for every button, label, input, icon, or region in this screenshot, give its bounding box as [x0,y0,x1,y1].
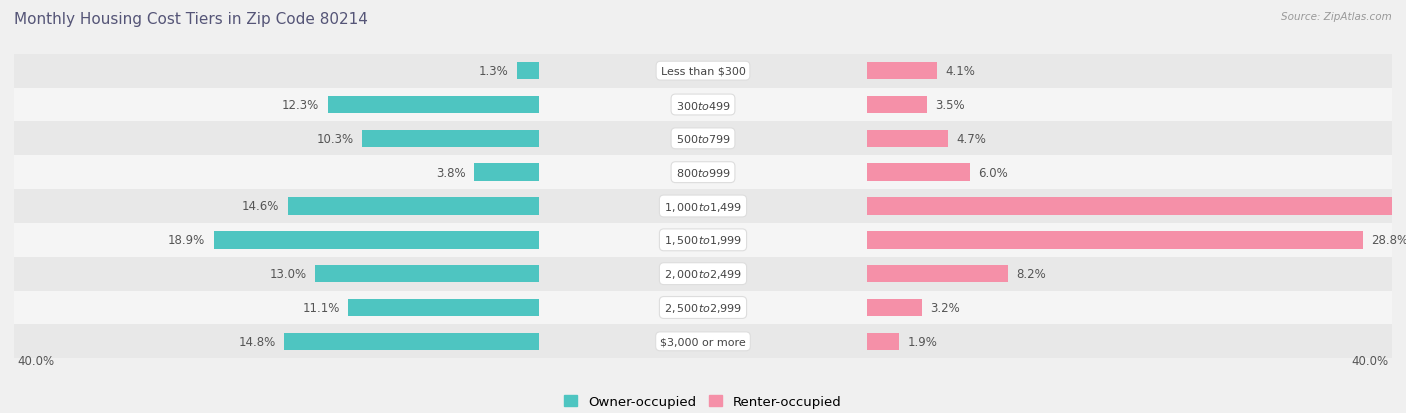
Bar [14,325,1392,358]
Text: 8.2%: 8.2% [1017,268,1046,280]
Text: 6.0%: 6.0% [979,166,1008,179]
Bar [866,130,948,148]
Bar [214,231,540,249]
Bar [14,156,1392,190]
Text: $500 to $799: $500 to $799 [675,133,731,145]
Text: 12.3%: 12.3% [281,99,319,112]
Bar [866,63,938,80]
Bar [14,190,1392,223]
Bar [866,164,970,182]
Text: 4.7%: 4.7% [956,133,986,145]
Bar [14,55,1392,88]
Text: $3,000 or more: $3,000 or more [661,337,745,347]
Bar [517,63,540,80]
Bar [315,265,540,283]
Text: 3.5%: 3.5% [935,99,965,112]
Text: $800 to $999: $800 to $999 [675,167,731,179]
Bar [866,97,927,114]
Text: $2,500 to $2,999: $2,500 to $2,999 [664,301,742,314]
Text: 4.1%: 4.1% [946,65,976,78]
Bar [328,97,540,114]
Text: 40.0%: 40.0% [17,355,55,368]
Bar [866,333,900,350]
Text: $1,500 to $1,999: $1,500 to $1,999 [664,234,742,247]
Bar [14,88,1392,122]
Text: 3.2%: 3.2% [931,301,960,314]
Bar [14,257,1392,291]
Text: $1,000 to $1,499: $1,000 to $1,499 [664,200,742,213]
Legend: Owner-occupied, Renter-occupied: Owner-occupied, Renter-occupied [560,390,846,413]
Text: Less than $300: Less than $300 [661,66,745,76]
Text: Source: ZipAtlas.com: Source: ZipAtlas.com [1281,12,1392,22]
Bar [866,299,922,316]
Text: 14.8%: 14.8% [239,335,276,348]
Text: 14.6%: 14.6% [242,200,280,213]
Bar [361,130,540,148]
Text: 1.9%: 1.9% [908,335,938,348]
Text: 18.9%: 18.9% [167,234,205,247]
Text: 11.1%: 11.1% [302,301,340,314]
Bar [14,291,1392,325]
Text: 10.3%: 10.3% [316,133,353,145]
Text: 28.8%: 28.8% [1371,234,1406,247]
Bar [866,231,1362,249]
Text: $2,000 to $2,499: $2,000 to $2,499 [664,268,742,280]
Text: $300 to $499: $300 to $499 [675,99,731,111]
Bar [866,198,1406,215]
Bar [14,223,1392,257]
Text: 40.0%: 40.0% [1351,355,1389,368]
Bar [866,265,1008,283]
Text: 13.0%: 13.0% [270,268,307,280]
Bar [474,164,540,182]
Bar [349,299,540,316]
Text: 3.8%: 3.8% [436,166,465,179]
Bar [14,122,1392,156]
Bar [284,333,540,350]
Text: Monthly Housing Cost Tiers in Zip Code 80214: Monthly Housing Cost Tiers in Zip Code 8… [14,12,368,27]
Text: 1.3%: 1.3% [478,65,509,78]
Bar [288,198,540,215]
